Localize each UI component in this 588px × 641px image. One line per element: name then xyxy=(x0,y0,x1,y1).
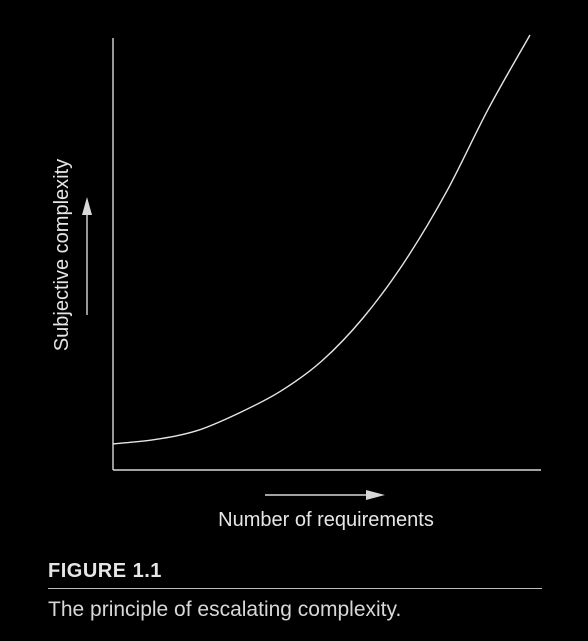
x-axis-arrow xyxy=(265,490,385,500)
figure-label: FIGURE 1.1 xyxy=(48,560,162,582)
y-axis-arrow xyxy=(82,197,92,315)
complexity-curve xyxy=(112,34,531,445)
x-axis-label: Number of requirements xyxy=(218,509,434,531)
figure-caption: The principle of escalating complexity. xyxy=(48,598,402,621)
figure-divider xyxy=(48,588,542,589)
y-axis-label: Subjective complexity xyxy=(51,159,73,351)
